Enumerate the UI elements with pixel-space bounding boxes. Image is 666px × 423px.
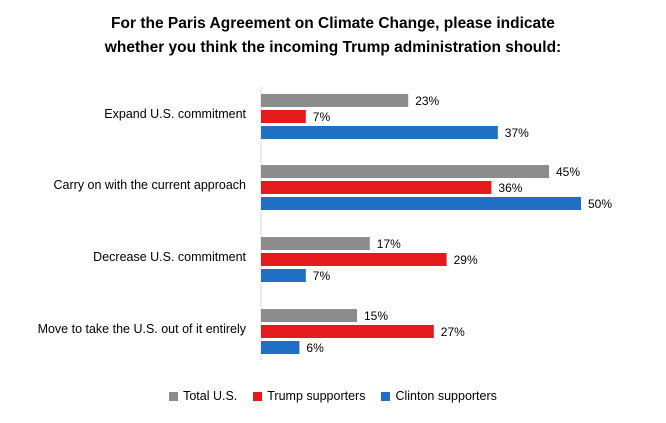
data-label: 45% — [556, 165, 580, 179]
legend-label: Clinton supporters — [395, 389, 497, 403]
bar — [261, 269, 306, 282]
data-label: 7% — [313, 269, 331, 283]
bar — [261, 309, 357, 322]
bar — [261, 181, 492, 194]
bar — [261, 165, 549, 178]
bar — [261, 126, 498, 139]
chart-legend: Total U.S. Trump supporters Clinton suppor… — [0, 389, 666, 403]
legend-swatch — [253, 391, 263, 401]
bar — [261, 237, 370, 250]
category-label: Decrease U.S. commitment — [93, 250, 246, 264]
bar — [261, 341, 300, 354]
chart-title: For the Paris Agreement on Climate Chang… — [0, 12, 666, 60]
data-label: 7% — [313, 110, 331, 124]
bar — [261, 325, 434, 338]
category-label: Expand U.S. commitment — [104, 107, 246, 121]
bar — [261, 253, 447, 266]
data-label: 15% — [364, 309, 388, 323]
chart-title-line-1: For the Paris Agreement on Climate Chang… — [111, 15, 555, 32]
data-label: 36% — [498, 181, 522, 195]
chart-title-line-2: whether you think the incoming Trump adm… — [104, 39, 562, 56]
data-label: 17% — [377, 237, 401, 251]
legend-label: Total U.S. — [183, 389, 238, 403]
data-label: 50% — [588, 197, 612, 211]
legend-swatch — [381, 391, 391, 401]
data-label: 6% — [306, 341, 324, 355]
category-label: Move to take the U.S. out of it entirely — [38, 322, 247, 336]
category-label: Carry on with the current approach — [54, 178, 247, 192]
legend-item: Total U.S. — [169, 389, 237, 403]
legend-label: Trump supporters — [267, 389, 366, 403]
bar — [261, 110, 306, 123]
data-label: 37% — [505, 126, 529, 140]
data-label: 29% — [454, 253, 478, 267]
data-label: 27% — [441, 325, 465, 339]
bar — [261, 197, 581, 210]
legend-item: Trump supporters — [253, 389, 365, 403]
legend-swatch — [169, 391, 179, 401]
bar — [261, 94, 409, 107]
legend-item: Clinton supporters — [381, 389, 497, 403]
data-label: 23% — [415, 94, 439, 108]
